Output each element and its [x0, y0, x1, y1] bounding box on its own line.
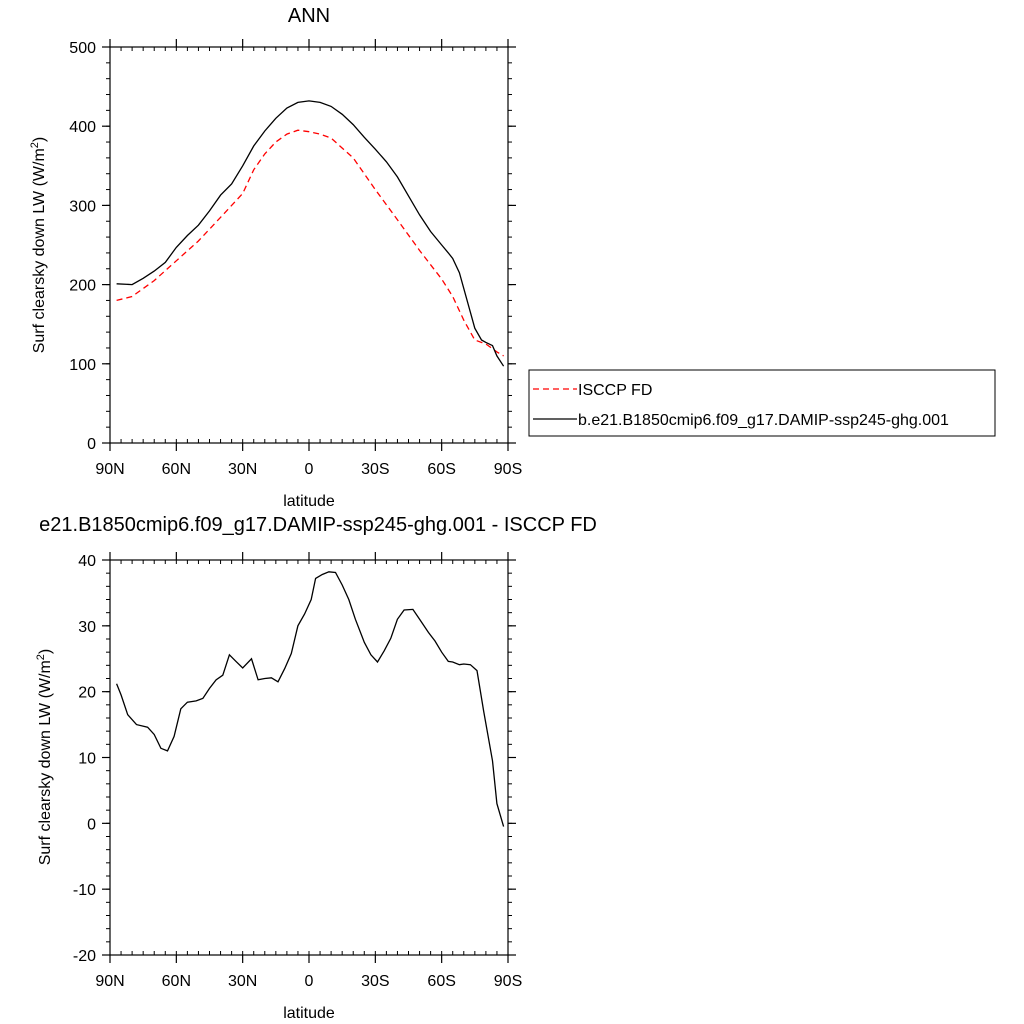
bottom-x-tick-label: 60S	[427, 973, 455, 990]
bottom-x-tick-label: 0	[305, 973, 314, 990]
top-x-tick-label: 0	[305, 461, 314, 478]
bottom-x-tick-label: 30N	[228, 973, 257, 990]
top-x-tick-label: 30N	[228, 461, 257, 478]
bottom-panel: e21.B1850cmip6.f09_g17.DAMIP-ssp245-ghg.…	[35, 514, 597, 1022]
legend-label-isccp: ISCCP FD	[578, 382, 652, 399]
bottom-x-tick-label: 90S	[494, 973, 522, 990]
bottom-y-tick-label: -10	[73, 882, 96, 899]
top-x-tick-label: 90S	[494, 461, 522, 478]
top-plot-area: 90N 60N 30N 0 30S 60S 90S 0 100 200 300 400 500	[69, 39, 522, 478]
bottom-y-tick-label: 0	[87, 816, 96, 833]
bottom-y-tick-label: 40	[78, 553, 96, 570]
top-x-tick-label: 90N	[95, 461, 124, 478]
bottom-x-tick-label: 90N	[95, 973, 124, 990]
bottom-chart-title: e21.B1850cmip6.f09_g17.DAMIP-ssp245-ghg.…	[39, 514, 597, 536]
bottom-x-axis-label: latitude	[283, 1005, 335, 1022]
top-y-tick-label: 200	[69, 278, 96, 295]
top-x-tick-label: 60N	[162, 461, 191, 478]
top-y-axis-label: Surf clearsky down LW (W/m2)	[29, 137, 48, 354]
top-y-tick-label: 100	[69, 357, 96, 374]
bottom-plot-frame	[109, 559, 509, 956]
bottom-series-line-0	[115, 571, 505, 827]
top-chart-title: ANN	[288, 5, 330, 27]
top-panel: ANN 90N 60N 30N 0 30S 60S 90S0100200300400500 …	[29, 5, 522, 510]
top-plot-frame	[109, 46, 509, 444]
top-y-tick-label: 300	[69, 198, 96, 215]
bottom-x-tick-label: 60N	[162, 973, 191, 990]
legend: ISCCP FD b.e21.B1850cmip6.f09_g17.DAMIP-…	[528, 369, 996, 437]
legend-box	[528, 369, 996, 437]
top-series-line-1	[116, 100, 505, 367]
bottom-y-tick-label: 10	[78, 751, 96, 768]
bottom-x-tick-label: 30S	[361, 973, 389, 990]
bottom-y-tick-label: 30	[78, 619, 96, 636]
top-y-tick-label: 400	[69, 119, 96, 136]
top-x-axis-label: latitude	[283, 493, 335, 510]
top-x-tick-label: 30S	[361, 461, 389, 478]
legend-label-model: b.e21.B1850cmip6.f09_g17.DAMIP-ssp245-gh…	[578, 412, 949, 429]
top-x-tick-label: 60S	[427, 461, 455, 478]
bottom-y-tick-label: -20	[73, 948, 96, 965]
bottom-plot-area: 90N 60N 30N 0 30S 60S 90S -20 -10 0 10 20 30 40	[73, 552, 522, 990]
top-y-tick-label: 0	[87, 436, 96, 453]
top-y-tick-label: 500	[69, 40, 96, 57]
bottom-y-tick-label: 20	[78, 685, 96, 702]
bottom-y-axis-label: Surf clearsky down LW (W/m2)	[35, 649, 54, 866]
top-series-line-0	[116, 129, 504, 357]
